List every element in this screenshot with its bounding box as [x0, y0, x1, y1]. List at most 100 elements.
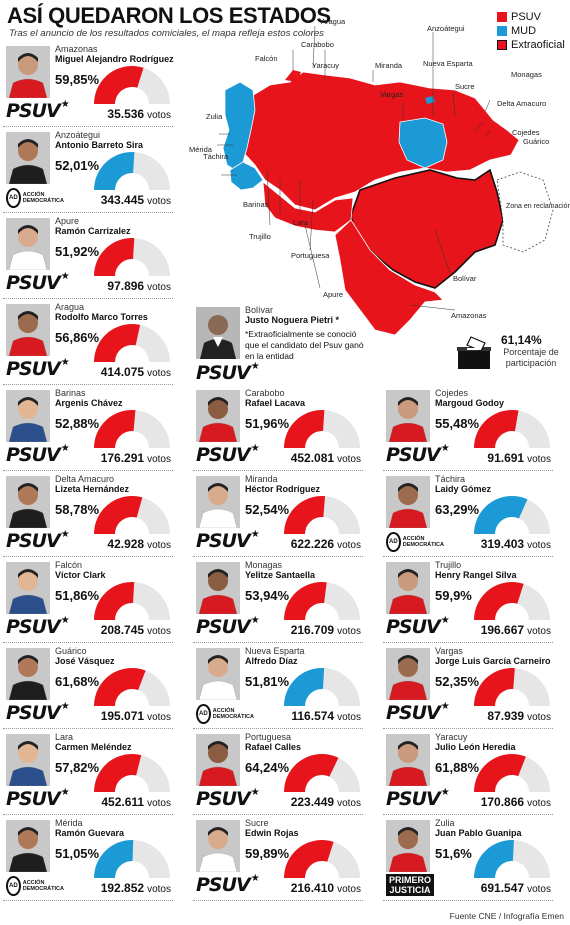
star-icon: ★ — [440, 443, 450, 454]
star-icon: ★ — [60, 443, 70, 454]
party-logo-psuv: PSUV ★ — [6, 443, 70, 468]
vote-gauge — [474, 754, 550, 792]
vote-count: 452.081 votos — [281, 451, 361, 465]
vote-count: 208.745 votos — [91, 623, 171, 637]
result-card: Monagas Yelitze Santaella 53,94% 216.709 vot… — [193, 558, 365, 642]
card-divider — [193, 814, 363, 815]
gauge-fill — [94, 238, 135, 276]
card-divider — [3, 556, 173, 557]
ballot-box-icon — [457, 336, 491, 369]
ad-logo-text: ACCIÓN DEMOCRÁTICA — [212, 708, 254, 720]
candidate-name: José Vásquez — [55, 656, 115, 666]
vote-percentage: 52,35% — [435, 674, 480, 689]
result-card: Miranda Héctor Rodríguez 52,54% 622.226 voto… — [193, 472, 365, 556]
vote-gauge — [94, 581, 170, 620]
state-name: Miranda — [245, 474, 278, 484]
psuv-logo-text: PSUV — [196, 362, 251, 384]
candidate-photo — [6, 476, 50, 528]
vote-percentage: 57,82% — [55, 760, 100, 775]
state-name: Lara — [55, 732, 74, 742]
vote-count: 452.611 votos — [91, 795, 171, 809]
candidate-name: Jorge Luis García Carneiro — [435, 656, 551, 666]
gauge-fill — [94, 410, 136, 448]
party-logo-psuv: PSUV ★ — [386, 443, 450, 468]
map-label-zona-reclamacion: Zona en reclamación — [506, 203, 570, 210]
vote-percentage: 59,9% — [435, 588, 472, 603]
party-logo-psuv: PSUV ★ — [6, 787, 70, 812]
psuv-logo: PSUV ★ — [386, 615, 450, 638]
psuv-logo: PSUV ★ — [196, 873, 260, 896]
vote-percentage: 52,01% — [55, 158, 100, 173]
ad-seal-icon: AD — [6, 188, 21, 208]
result-card: Vargas Jorge Luis García Carneiro 52,35% 87… — [383, 644, 555, 728]
map-label-delta: Delta Amacuro — [497, 99, 547, 108]
result-card: Cojedes Margoud Godoy 55,48% 91.691 votos PSU… — [383, 386, 555, 470]
vote-count-value: 35.536 — [107, 107, 145, 121]
candidate-name: Rafael Lacava — [245, 398, 306, 408]
vote-count-unit: votos — [337, 712, 361, 723]
vote-count: 91.691 votos — [471, 451, 551, 465]
psuv-logo-text: PSUV — [196, 616, 251, 638]
candidate-name: Antonio Barreto Sira — [55, 140, 144, 150]
gauge-fill — [474, 754, 526, 792]
vote-percentage: 51,6% — [435, 846, 472, 861]
map-label-portuguesa: Portuguesa — [291, 251, 330, 260]
candidate-photo — [386, 476, 430, 528]
vote-gauge — [474, 409, 550, 448]
vote-gauge — [474, 667, 550, 706]
star-icon: ★ — [60, 99, 70, 110]
ad-logo-text: ACCIÓN DEMOCRÁTICA — [22, 192, 64, 204]
candidate-photo — [386, 562, 430, 614]
legend-swatch — [497, 40, 507, 50]
vote-count-value: 622.226 — [290, 537, 335, 551]
state-name: Sucre — [245, 818, 269, 828]
bolivar-card: Bolívar Justo Noguera Pietri * *Extraofi… — [193, 303, 373, 384]
vote-count-unit: votos — [337, 540, 361, 551]
candidate-name: Lizeta Hernández — [55, 484, 130, 494]
vote-percentage: 64,24% — [245, 760, 290, 775]
result-card: Sucre Edwin Rojas 59,89% 216.410 votos PSUV ★ — [193, 816, 365, 900]
psuv-logo-text: PSUV — [386, 616, 441, 638]
candidate-photo — [6, 390, 50, 442]
venezuela-map: Aragua Carabobo Falcón Yaracuy Miranda A… — [185, 17, 570, 350]
vote-gauge — [284, 753, 360, 792]
psuv-logo-text: PSUV — [196, 444, 251, 466]
vote-count-unit: votos — [527, 454, 551, 465]
result-card: Carabobo Rafael Lacava 51,96% 452.081 votos P… — [193, 386, 365, 470]
vote-count-unit: votos — [527, 798, 551, 809]
star-icon: ★ — [60, 787, 70, 798]
candidate-name: Alfredo Díaz — [245, 656, 298, 666]
star-icon: ★ — [250, 361, 260, 372]
vote-count: 192.852 votos — [91, 881, 171, 895]
map-label-falcon: Falcón — [255, 54, 278, 63]
map-label-bolivar: Bolívar — [453, 274, 477, 283]
result-card: Trujillo Henry Rangel Silva 59,9% 196.667 vo… — [383, 558, 555, 642]
card-divider — [3, 900, 173, 901]
state-name: Mérida — [55, 818, 83, 828]
ad-seal-icon: AD — [6, 876, 21, 896]
party-logo-pj: PRIMERO JUSTICIA — [386, 874, 446, 898]
vote-count: 87.939 votos — [471, 709, 551, 723]
star-icon: ★ — [60, 529, 70, 540]
state-name: Amazonas — [55, 44, 98, 54]
vote-percentage: 52,88% — [55, 416, 100, 431]
card-divider — [3, 384, 173, 385]
vote-gauge — [94, 496, 170, 534]
psuv-logo-text: PSUV — [6, 358, 61, 380]
vote-count-unit: votos — [147, 798, 171, 809]
vote-count-unit: votos — [337, 626, 361, 637]
candidate-name: Argenis Chávez — [55, 398, 123, 408]
vote-count-unit: votos — [147, 454, 171, 465]
result-card: Anzoátegui Antonio Barreto Sira 52,01% 343.… — [3, 128, 175, 212]
card-divider — [3, 298, 173, 299]
candidate-name: Rafael Calles — [245, 742, 302, 752]
candidate-photo — [6, 820, 50, 872]
psuv-logo-text: PSUV — [6, 100, 61, 122]
card-divider — [3, 728, 173, 729]
vote-gauge — [284, 495, 360, 534]
map-label-aragua: Aragua — [321, 17, 346, 26]
candidate-photo — [6, 218, 50, 270]
candidate-photo — [386, 648, 430, 700]
candidate-photo — [6, 304, 50, 356]
gauge-fill — [284, 495, 326, 534]
